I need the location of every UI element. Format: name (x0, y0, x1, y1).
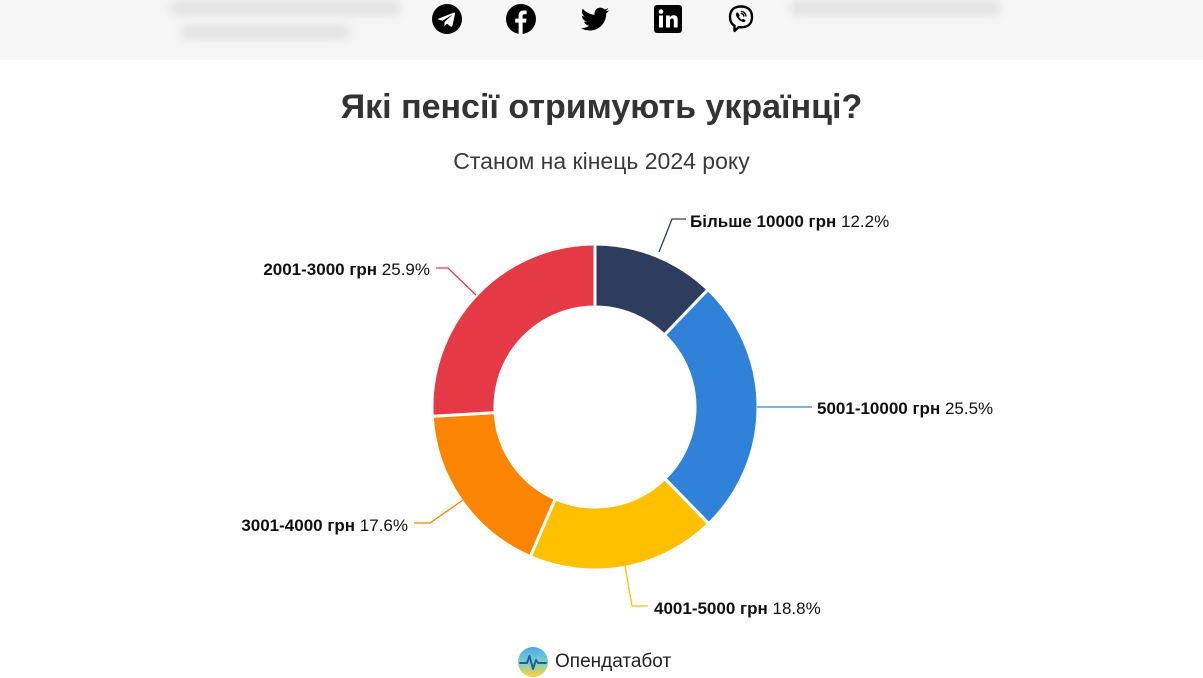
telegram-icon[interactable] (431, 3, 463, 35)
label-leader-line (414, 499, 464, 524)
slice-label-category: Більше 10000 грн (690, 212, 841, 231)
slice-label-category: 5001-10000 грн (817, 399, 945, 418)
slice-label: 4001-5000 грн 18.8% (654, 599, 821, 618)
slice-label: Більше 10000 грн 12.2% (690, 212, 889, 231)
slice-label: 5001-10000 грн 25.5% (817, 399, 993, 418)
slice-label-value: 25.9% (382, 260, 430, 279)
facebook-icon[interactable] (505, 3, 537, 35)
share-bar (0, 0, 1203, 60)
slice-label-value: 12.2% (841, 212, 889, 231)
label-leader-line (624, 565, 648, 607)
linkedin-icon[interactable] (652, 3, 684, 35)
slice-label: 3001-4000 грн 17.6% (241, 516, 408, 535)
slice-label-value: 18.8% (772, 599, 820, 618)
donut-slice (662, 288, 760, 526)
slice-label-category: 4001-5000 грн (654, 599, 772, 618)
brand-name: Опендатабот (555, 651, 672, 672)
viber-icon[interactable] (725, 3, 757, 35)
slice-label-category: 3001-4000 грн (241, 516, 359, 535)
slice-label: 2001-3000 грн 25.9% (263, 260, 430, 279)
label-leader-line (436, 267, 477, 296)
twitter-icon[interactable] (579, 3, 611, 35)
brand: Опендатабот (517, 646, 671, 678)
blurred-text (170, 2, 400, 14)
chart-subtitle: Станом на кінець 2024 року (453, 148, 750, 174)
donut-slice (430, 411, 557, 559)
opendatabot-logo-icon (518, 647, 548, 677)
chart-title: Які пенсії отримують українці? (340, 88, 863, 126)
donut-slice (430, 242, 597, 418)
blurred-text (790, 2, 1000, 14)
blurred-text (180, 26, 350, 38)
label-leader-line (658, 218, 686, 253)
slice-label-value: 17.6% (360, 516, 408, 535)
slice-label-category: 2001-3000 грн (263, 260, 381, 279)
slice-label-value: 25.5% (945, 399, 993, 418)
